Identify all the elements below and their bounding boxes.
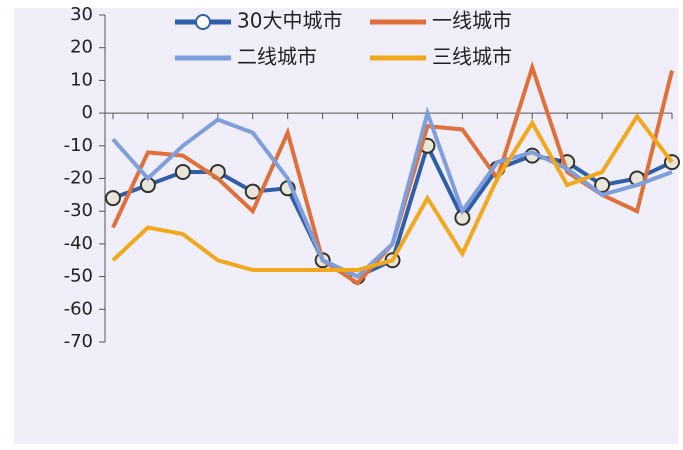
series-line — [111, 112, 674, 273]
y-tick-label: -10 — [64, 135, 93, 156]
point — [105, 190, 121, 207]
y-tick-label: 0 — [82, 102, 93, 123]
y-tick-label: -70 — [64, 331, 93, 352]
legend-label: 二线城市 — [237, 45, 317, 69]
y-tick-label: 10 — [70, 69, 93, 90]
y-tick-label: -20 — [64, 168, 93, 189]
legend-label: 30大中城市 — [237, 9, 342, 33]
point — [594, 177, 611, 194]
legend-marker — [195, 14, 211, 30]
series-line — [111, 106, 673, 279]
legend-label: 一线城市 — [432, 9, 512, 33]
y-tick-label: -30 — [64, 200, 93, 221]
y-tick-label: -40 — [64, 233, 93, 254]
legend-label: 三线城市 — [432, 45, 512, 69]
y-tick-label: 20 — [70, 37, 93, 58]
point — [174, 163, 191, 180]
y-tick-label: -50 — [64, 266, 93, 287]
plot-background — [14, 8, 678, 444]
y-tick-label: 30 — [70, 4, 93, 25]
y-tick-label: -60 — [64, 298, 93, 319]
